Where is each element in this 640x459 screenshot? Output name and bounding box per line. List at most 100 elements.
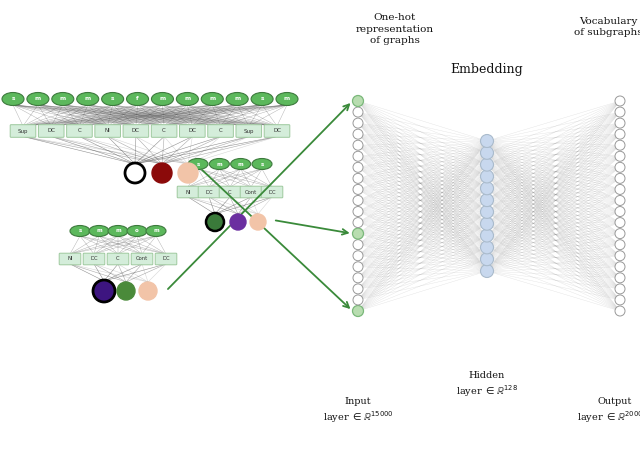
Text: m: m — [284, 96, 290, 101]
Circle shape — [481, 182, 493, 195]
Text: s: s — [12, 96, 15, 101]
Ellipse shape — [27, 93, 49, 106]
Text: NI: NI — [186, 190, 191, 195]
Text: m: m — [184, 96, 191, 101]
Ellipse shape — [108, 225, 128, 236]
FancyBboxPatch shape — [180, 125, 205, 137]
Text: s: s — [78, 229, 82, 234]
FancyBboxPatch shape — [60, 253, 81, 265]
Circle shape — [353, 95, 364, 106]
Circle shape — [250, 214, 266, 230]
Circle shape — [615, 140, 625, 150]
Ellipse shape — [146, 225, 166, 236]
Circle shape — [615, 96, 625, 106]
Circle shape — [615, 207, 625, 217]
Circle shape — [615, 229, 625, 239]
Circle shape — [353, 107, 363, 117]
Circle shape — [178, 163, 198, 183]
Ellipse shape — [252, 158, 272, 169]
FancyBboxPatch shape — [10, 125, 36, 137]
FancyBboxPatch shape — [177, 186, 199, 198]
Circle shape — [481, 229, 493, 242]
Text: s: s — [111, 96, 115, 101]
Text: f: f — [136, 96, 139, 101]
FancyBboxPatch shape — [131, 253, 153, 265]
Text: NI: NI — [67, 257, 73, 262]
Text: C: C — [116, 257, 120, 262]
Circle shape — [353, 251, 363, 261]
Text: DC: DC — [90, 257, 98, 262]
Text: Hidden
layer $\in \mathbb{R}^{128}$: Hidden layer $\in \mathbb{R}^{128}$ — [456, 371, 518, 399]
Text: DC: DC — [205, 190, 213, 195]
Text: DC: DC — [273, 129, 281, 134]
Circle shape — [481, 158, 493, 171]
Text: Sup: Sup — [244, 129, 254, 134]
Text: o: o — [135, 229, 139, 234]
Circle shape — [206, 213, 224, 231]
Circle shape — [353, 306, 364, 317]
Text: C: C — [77, 129, 81, 134]
Circle shape — [353, 228, 364, 239]
Circle shape — [117, 282, 135, 300]
FancyBboxPatch shape — [155, 253, 177, 265]
Text: DC: DC — [47, 129, 55, 134]
Circle shape — [481, 146, 493, 159]
Ellipse shape — [127, 225, 147, 236]
Text: C: C — [228, 190, 232, 195]
Text: m: m — [209, 96, 215, 101]
Circle shape — [481, 241, 493, 254]
Text: m: m — [238, 162, 243, 167]
Circle shape — [481, 194, 493, 207]
Text: Sup: Sup — [18, 129, 28, 134]
FancyBboxPatch shape — [95, 125, 120, 137]
Circle shape — [353, 218, 363, 228]
Text: m: m — [84, 96, 91, 101]
Circle shape — [481, 170, 493, 183]
Text: DC: DC — [188, 129, 196, 134]
Circle shape — [615, 118, 625, 128]
Circle shape — [353, 262, 363, 272]
Text: DC: DC — [132, 129, 140, 134]
Circle shape — [152, 163, 172, 183]
Circle shape — [481, 134, 493, 147]
Text: Cont: Cont — [136, 257, 148, 262]
Circle shape — [615, 251, 625, 261]
Circle shape — [615, 185, 625, 195]
Circle shape — [615, 284, 625, 294]
Circle shape — [481, 217, 493, 230]
Circle shape — [353, 185, 363, 195]
Text: Embedding: Embedding — [451, 62, 524, 75]
Text: s: s — [260, 162, 264, 167]
Circle shape — [353, 284, 363, 294]
Ellipse shape — [2, 93, 24, 106]
Text: m: m — [153, 229, 159, 234]
Circle shape — [353, 295, 363, 305]
Ellipse shape — [70, 225, 90, 236]
Ellipse shape — [230, 158, 251, 169]
Ellipse shape — [127, 93, 148, 106]
FancyBboxPatch shape — [123, 125, 148, 137]
FancyBboxPatch shape — [219, 186, 241, 198]
Circle shape — [615, 162, 625, 172]
Text: m: m — [60, 96, 66, 101]
Text: m: m — [159, 96, 166, 101]
Circle shape — [615, 273, 625, 283]
Circle shape — [615, 151, 625, 161]
Circle shape — [139, 282, 157, 300]
Circle shape — [353, 207, 363, 217]
FancyBboxPatch shape — [198, 186, 220, 198]
Ellipse shape — [177, 93, 198, 106]
Ellipse shape — [201, 93, 223, 106]
Text: C: C — [162, 129, 166, 134]
FancyBboxPatch shape — [236, 125, 262, 137]
Text: DC: DC — [268, 190, 276, 195]
Text: NI: NI — [105, 129, 111, 134]
Circle shape — [481, 253, 493, 266]
Text: Input
layer $\in \mathbb{R}^{15000}$: Input layer $\in \mathbb{R}^{15000}$ — [323, 397, 394, 425]
Circle shape — [615, 262, 625, 272]
FancyBboxPatch shape — [108, 253, 129, 265]
Ellipse shape — [77, 93, 99, 106]
FancyBboxPatch shape — [264, 125, 290, 137]
Circle shape — [125, 163, 145, 183]
Text: m: m — [216, 162, 222, 167]
